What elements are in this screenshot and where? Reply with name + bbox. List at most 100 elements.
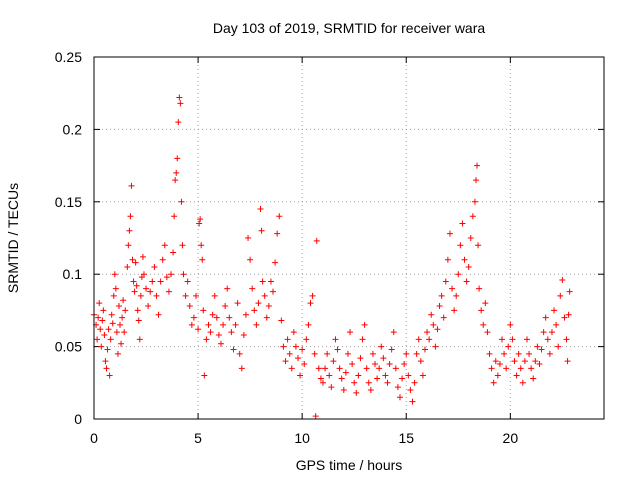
- grid: [94, 57, 604, 419]
- data-point: [136, 336, 143, 343]
- data-point: [315, 365, 322, 372]
- data-point: [301, 360, 308, 367]
- data-point: [196, 220, 203, 227]
- data-point: [444, 256, 451, 263]
- data-point: [126, 227, 133, 234]
- data-point: [496, 360, 503, 367]
- data-point: [200, 307, 207, 314]
- data-point: [139, 253, 146, 260]
- data-point: [513, 372, 520, 379]
- data-point: [555, 343, 562, 350]
- y-tick-label: 0.2: [63, 121, 83, 137]
- data-point: [247, 256, 254, 263]
- data-point: [193, 292, 199, 299]
- data-point: [240, 332, 247, 339]
- data-point: [519, 379, 526, 386]
- data-point: [471, 198, 478, 205]
- data-point: [224, 285, 231, 292]
- chart-title: Day 103 of 2019, SRMTID for receiver war…: [213, 20, 486, 36]
- data-point: [565, 311, 572, 318]
- data-point: [538, 346, 545, 353]
- data-point: [290, 329, 297, 336]
- data-point: [564, 358, 571, 365]
- data-point: [131, 288, 138, 295]
- data-point: [171, 213, 178, 220]
- data-point: [561, 314, 568, 321]
- data-point: [284, 336, 291, 343]
- data-point: [394, 384, 401, 391]
- axis-ticks: [93, 56, 604, 420]
- data-point: [96, 300, 103, 307]
- data-point: [324, 350, 331, 357]
- data-point: [213, 314, 220, 321]
- data-point: [472, 177, 479, 184]
- data-point: [330, 358, 337, 365]
- data-point: [380, 355, 387, 362]
- data-point: [553, 321, 560, 328]
- data-point: [95, 314, 102, 321]
- data-point: [159, 256, 166, 263]
- data-point: [415, 336, 422, 343]
- y-tick-label: 0.05: [55, 339, 82, 355]
- data-point: [263, 314, 270, 321]
- data-point: [536, 360, 543, 367]
- y-axis-label: SRMTID / TECUs: [5, 183, 21, 293]
- data-point: [488, 365, 495, 372]
- x-tick-label: 10: [294, 430, 310, 446]
- data-point: [357, 355, 364, 362]
- data-point: [110, 292, 117, 299]
- data-point: [205, 321, 212, 328]
- data-point: [286, 350, 293, 357]
- data-point: [211, 292, 218, 299]
- data-point: [249, 285, 256, 292]
- data-point: [540, 329, 547, 336]
- data-point: [432, 343, 439, 350]
- data-point: [392, 365, 399, 372]
- data-point: [351, 379, 358, 386]
- data-point: [188, 321, 195, 328]
- data-point: [467, 235, 474, 241]
- data-point: [401, 360, 408, 367]
- data-point: [440, 314, 447, 321]
- data-point: [424, 329, 431, 336]
- data-point: [405, 372, 412, 379]
- data-point: [417, 358, 424, 365]
- data-point: [474, 162, 481, 169]
- data-point: [102, 358, 109, 365]
- data-point: [446, 230, 453, 237]
- data-point: [118, 340, 125, 347]
- data-point: [120, 297, 127, 304]
- data-point: [563, 336, 570, 343]
- data-point: [397, 394, 403, 401]
- data-point: [184, 278, 191, 285]
- data-point: [484, 329, 491, 336]
- data-point: [372, 360, 379, 367]
- data-point: [419, 372, 426, 379]
- data-point: [111, 271, 118, 278]
- data-point: [338, 375, 345, 382]
- data-point: [265, 303, 272, 310]
- data-point: [234, 300, 241, 307]
- data-point: [278, 317, 285, 324]
- data-point: [153, 292, 160, 299]
- data-point: [161, 242, 168, 249]
- data-point: [226, 314, 233, 321]
- data-point: [259, 278, 266, 285]
- data-point: [267, 278, 274, 285]
- data-point: [288, 365, 295, 372]
- data-point: [336, 365, 343, 372]
- data-point: [465, 263, 472, 270]
- data-point: [413, 350, 420, 357]
- x-tick-label: 20: [503, 430, 519, 446]
- data-point: [251, 307, 258, 314]
- data-point: [151, 263, 158, 270]
- data-point: [505, 343, 512, 350]
- data-point: [255, 300, 262, 307]
- data-point: [257, 206, 264, 213]
- data-point: [104, 346, 111, 353]
- data-point: [523, 336, 530, 343]
- data-point: [170, 249, 177, 256]
- data-point: [319, 379, 326, 386]
- data-point: [107, 336, 114, 343]
